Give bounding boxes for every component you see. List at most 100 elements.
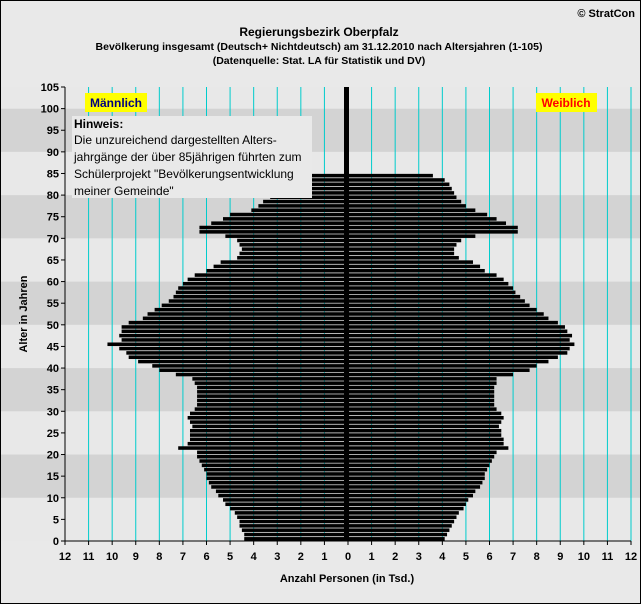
male-bar <box>241 247 348 251</box>
female-bar <box>348 450 497 455</box>
female-bar <box>348 195 457 200</box>
male-bar <box>197 385 348 390</box>
female-bar <box>348 182 450 187</box>
x-tick-label: 7 <box>510 551 516 563</box>
female-bar <box>348 515 457 519</box>
female-bar <box>348 312 544 316</box>
female-bar <box>348 268 485 273</box>
female-bar <box>348 173 433 178</box>
x-tick-label: 8 <box>534 551 540 563</box>
x-tick-label: 1 <box>321 551 327 563</box>
female-bar <box>348 230 518 234</box>
male-bar <box>119 346 348 351</box>
y-tick-label: 90 <box>47 147 59 159</box>
y-tick-label: 50 <box>47 320 59 332</box>
male-bar <box>107 342 348 347</box>
male-bar <box>159 368 348 372</box>
male-bar <box>126 351 348 355</box>
male-bar <box>263 199 348 204</box>
male-bar <box>189 428 348 433</box>
male-bar <box>223 217 348 221</box>
y-tick-label: 100 <box>41 104 59 116</box>
male-bar <box>182 281 348 286</box>
y-tick-label: 15 <box>47 471 59 483</box>
y-tick-label: 25 <box>47 428 59 440</box>
y-tick-label: 70 <box>47 233 59 245</box>
female-bar <box>348 411 502 416</box>
male-bar <box>119 333 348 338</box>
female-bar <box>348 407 497 411</box>
female-bar <box>348 273 497 277</box>
axis-ticks: 0510152025303540455055606570758085909510… <box>41 82 637 563</box>
male-bar <box>213 264 348 269</box>
male-bar <box>189 411 348 416</box>
note-box <box>72 116 312 198</box>
male-bar <box>239 243 348 247</box>
female-bar <box>348 403 495 407</box>
male-bar <box>230 212 348 217</box>
female-bar <box>348 204 466 208</box>
female-bar <box>348 234 476 238</box>
female-bar <box>348 333 573 338</box>
x-tick-label: 10 <box>578 551 590 563</box>
female-bar <box>348 472 485 476</box>
y-tick-label: 30 <box>47 406 59 418</box>
x-tick-label: 5 <box>227 551 233 563</box>
male-bar <box>175 372 348 377</box>
female-bar <box>348 221 507 225</box>
y-tick-label: 105 <box>41 82 59 94</box>
male-bar <box>199 230 348 234</box>
female-bar <box>348 217 497 221</box>
male-bar <box>237 256 348 260</box>
center-axis-line <box>344 87 349 541</box>
y-tick-label: 95 <box>47 125 59 137</box>
female-bar <box>348 199 462 204</box>
male-bar <box>147 312 348 316</box>
note-line-4: meiner Gemeinde" <box>74 184 174 198</box>
female-bar <box>348 390 495 394</box>
note-line-2: jahrgänge der über 85jährigen führten zu… <box>73 150 301 164</box>
male-bar <box>293 178 348 182</box>
female-bar <box>348 307 537 312</box>
x-tick-label: 5 <box>463 551 469 563</box>
female-bar <box>348 243 457 247</box>
male-bar <box>194 381 348 385</box>
female-bar <box>348 377 497 381</box>
female-bar <box>348 398 495 403</box>
y-tick-label: 35 <box>47 385 59 397</box>
male-label: Männlich <box>90 96 142 110</box>
male-bar <box>239 524 348 528</box>
male-bar <box>187 441 348 446</box>
x-tick-label: 6 <box>203 551 209 563</box>
male-bar <box>152 364 348 368</box>
female-bar <box>348 260 473 264</box>
x-tick-label: 1 <box>369 551 375 563</box>
female-bar <box>348 178 445 182</box>
female-bar <box>348 299 525 303</box>
female-bar <box>348 433 502 437</box>
male-bar <box>241 528 348 532</box>
male-bar <box>201 463 348 468</box>
male-bar <box>206 472 348 476</box>
bar-series <box>107 173 575 541</box>
x-tick-label: 11 <box>83 551 95 563</box>
x-tick-label: 4 <box>251 551 258 563</box>
x-tick-label: 2 <box>392 551 398 563</box>
x-tick-label: 12 <box>625 551 637 563</box>
female-bar <box>348 277 504 282</box>
female-bar <box>348 281 509 286</box>
male-bar <box>161 303 348 308</box>
x-tick-label: 0 <box>345 551 351 563</box>
female-bar <box>348 342 575 347</box>
female-bar <box>348 489 476 494</box>
male-bar <box>197 450 348 455</box>
female-bar <box>348 454 495 459</box>
female-bar <box>348 511 459 515</box>
x-tick-label: 12 <box>59 551 71 563</box>
female-bar <box>348 524 452 528</box>
female-bar <box>348 424 499 429</box>
female-bar <box>348 528 450 532</box>
x-tick-label: 2 <box>298 551 304 563</box>
female-bar <box>348 346 570 351</box>
